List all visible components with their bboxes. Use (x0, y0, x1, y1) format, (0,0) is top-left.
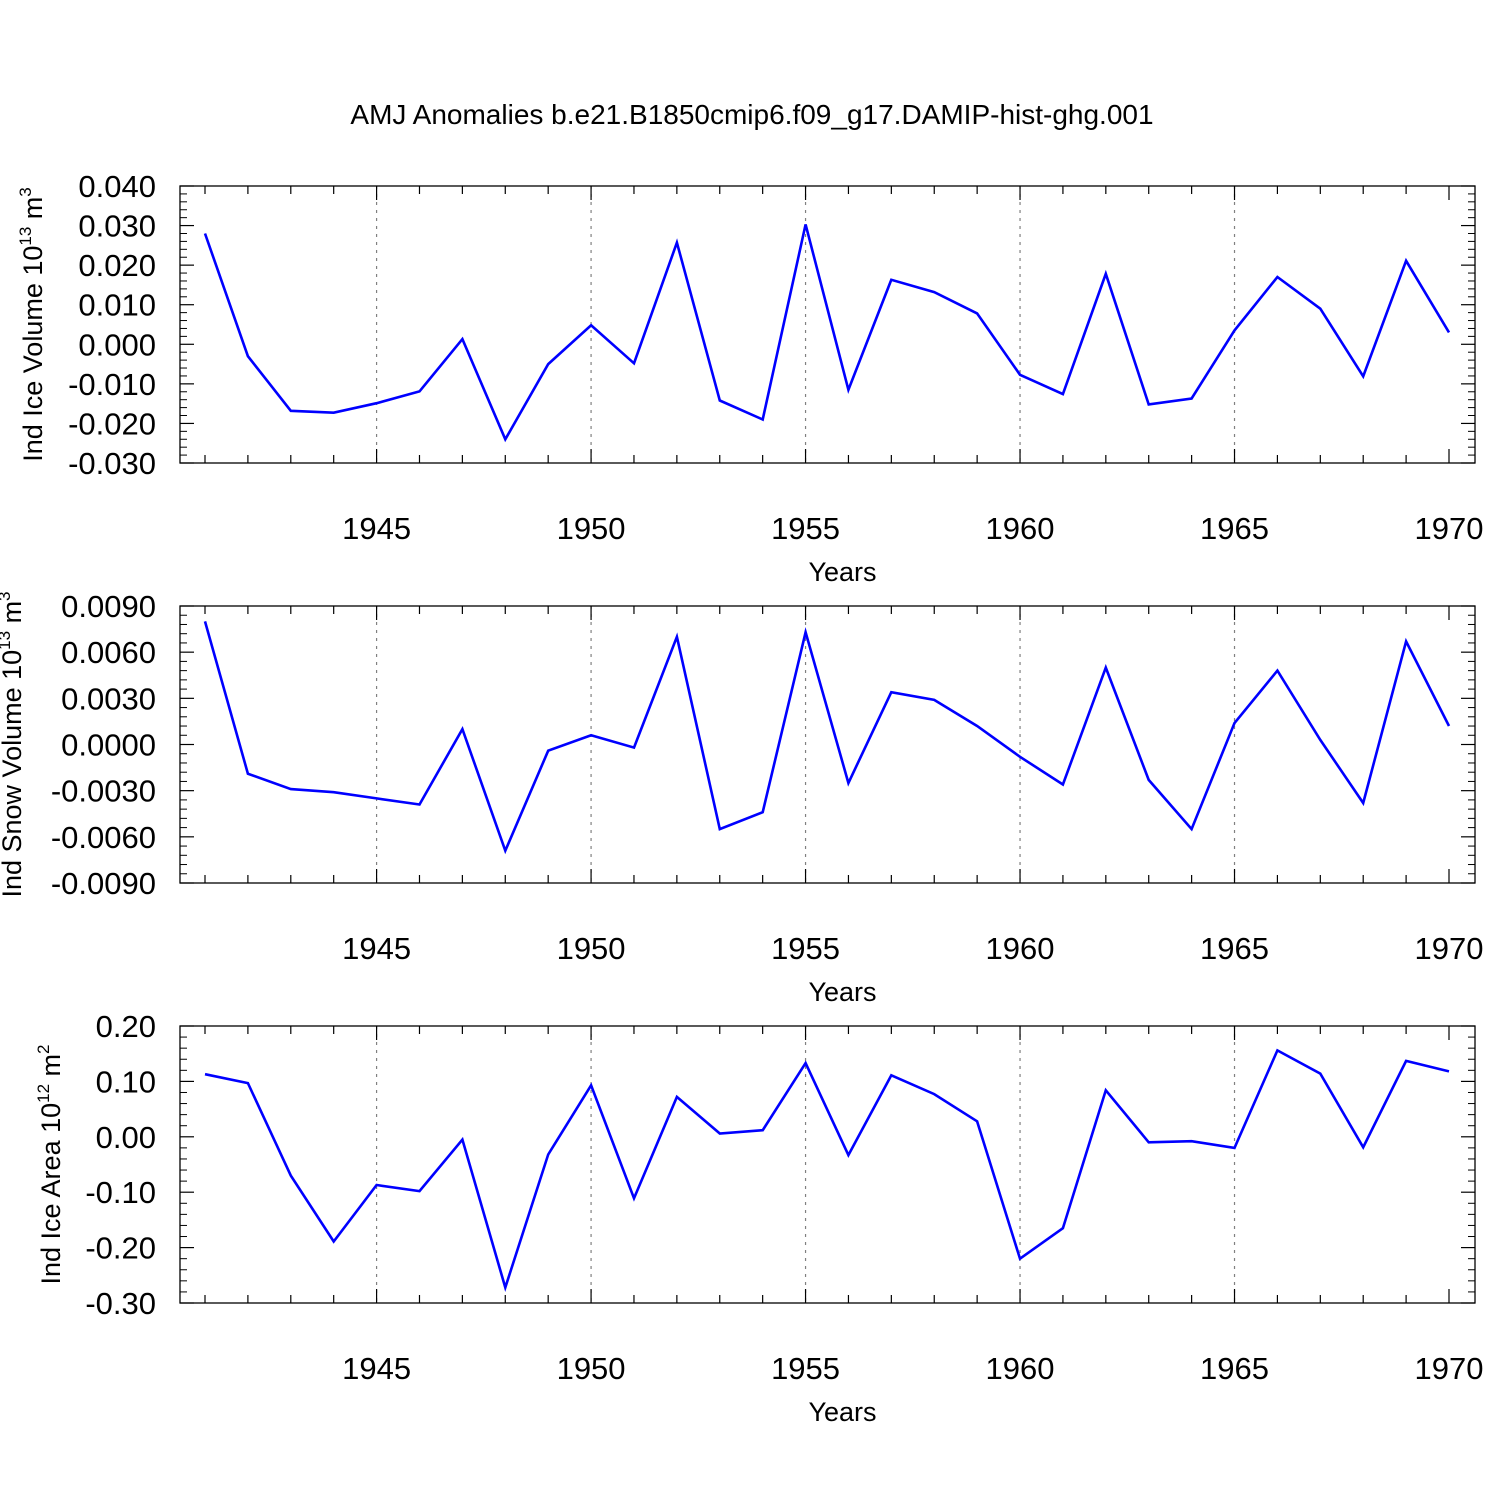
x-tick-label: 1965 (1200, 1351, 1269, 1386)
y-tick-label: 0.0060 (61, 635, 156, 670)
y-tick-label: 0.0090 (61, 589, 156, 624)
x-tick-label: 1950 (557, 931, 626, 966)
figure: AMJ Anomalies b.e21.B1850cmip6.f09_g17.D… (0, 0, 1500, 1500)
x-tick-label: 1955 (771, 511, 840, 546)
y-axis-label-unit: m (36, 1054, 66, 1084)
y-tick-label: -0.0090 (51, 866, 156, 901)
y-tick-label: -0.30 (85, 1286, 156, 1321)
chart-panels: -0.030 -0.020 -0.010 0.000 0.010 0.020 0.030 0.… (0, 169, 1483, 1427)
y-axis-label-unit: m (0, 601, 27, 631)
y-tick-label: 0.030 (78, 209, 156, 244)
y-axis-label: Ind Snow Volume 1013 m3 (0, 591, 27, 897)
plot-frame (180, 606, 1475, 883)
x-tick-label: 1945 (342, 1351, 411, 1386)
series-line (205, 224, 1449, 439)
x-tick-label: 1950 (557, 1351, 626, 1386)
x-tick-label: 1955 (771, 931, 840, 966)
x-tick-label: 1955 (771, 1351, 840, 1386)
y-axis-label-unit: m (18, 197, 48, 227)
y-axis-label: Ind Ice Volume 1013 m3 (16, 187, 48, 462)
x-axis-label: Years (808, 977, 876, 1007)
x-tick-label: 1965 (1200, 511, 1269, 546)
x-tick-label: 1950 (557, 511, 626, 546)
x-tick-label: 1970 (1415, 931, 1484, 966)
figure-title: AMJ Anomalies b.e21.B1850cmip6.f09_g17.D… (350, 99, 1153, 130)
y-axis-label-unit-exponent: 3 (0, 591, 14, 600)
y-tick-label: 0.20 (96, 1009, 156, 1044)
y-tick-label: 0.10 (96, 1064, 156, 1099)
y-tick-label: -0.20 (85, 1231, 156, 1266)
y-axis-label-base: Ind Ice Volume 10 (18, 246, 48, 462)
y-axis-label: Ind Ice Area 1012 m2 (34, 1044, 66, 1284)
y-tick-label: -0.020 (68, 406, 156, 441)
y-tick-label: 0.0030 (61, 681, 156, 716)
y-axis-label-unit-exponent: 2 (34, 1044, 53, 1053)
x-tick-label: 1960 (986, 511, 1055, 546)
plot-frame (180, 1026, 1475, 1303)
x-tick-label: 1960 (986, 931, 1055, 966)
x-tick-label: 1965 (1200, 931, 1269, 966)
y-axis-label-base: Ind Ice Area 10 (36, 1103, 66, 1285)
chart-panel-3: -0.30 -0.20 -0.10 0.00 0.10 0.20 1945 1950 1955 1… (34, 1009, 1483, 1427)
series-line (205, 1050, 1449, 1287)
y-tick-label: 0.00 (96, 1120, 156, 1155)
y-tick-label: 0.020 (78, 248, 156, 283)
chart-panel-2: -0.0090 -0.0060 -0.0030 0.0000 0.0030 0.0060 0… (0, 589, 1483, 1007)
y-tick-label: -0.0060 (51, 820, 156, 855)
y-tick-label: -0.0030 (51, 774, 156, 809)
x-tick-label: 1960 (986, 1351, 1055, 1386)
y-tick-label: -0.030 (68, 446, 156, 481)
x-axis-label: Years (808, 557, 876, 587)
plot-frame (180, 186, 1475, 463)
y-tick-label: 0.010 (78, 288, 156, 323)
y-tick-label: -0.10 (85, 1175, 156, 1210)
y-axis-label-exponent: 12 (34, 1084, 53, 1103)
series-line (205, 621, 1449, 850)
x-tick-label: 1970 (1415, 1351, 1484, 1386)
x-tick-label: 1945 (342, 511, 411, 546)
y-axis-label-exponent: 13 (16, 227, 35, 246)
y-axis-label-base: Ind Snow Volume 10 (0, 650, 27, 898)
y-tick-label: -0.010 (68, 367, 156, 402)
x-axis-label: Years (808, 1397, 876, 1427)
y-tick-label: 0.040 (78, 169, 156, 204)
y-tick-label: 0.000 (78, 327, 156, 362)
y-axis-label-unit-exponent: 3 (16, 187, 35, 196)
x-tick-label: 1970 (1415, 511, 1484, 546)
y-tick-label: 0.0000 (61, 728, 156, 763)
x-tick-label: 1945 (342, 931, 411, 966)
chart-panel-1: -0.030 -0.020 -0.010 0.000 0.010 0.020 0.030 0.… (16, 169, 1483, 587)
y-axis-label-exponent: 13 (0, 631, 14, 650)
